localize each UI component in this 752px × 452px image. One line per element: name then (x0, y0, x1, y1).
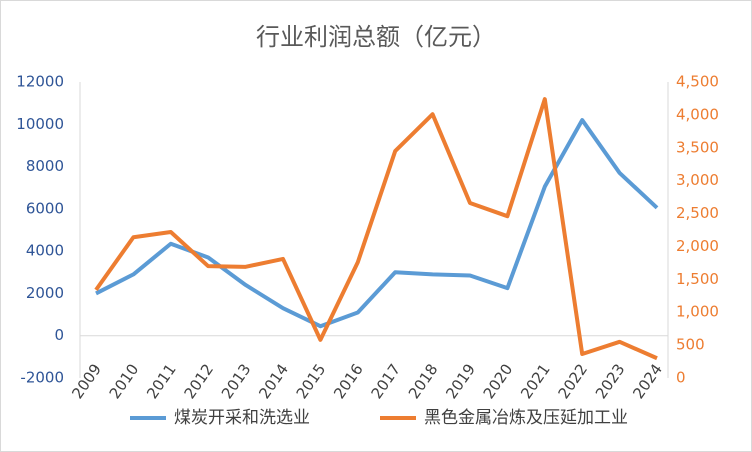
y2-tick-label: 2,500 (676, 204, 719, 222)
y-tick-label: 2000 (26, 284, 64, 302)
y2-tick-label: 3,000 (676, 171, 719, 189)
y2-tick-label: 1,500 (676, 270, 719, 288)
y-tick-label: 10000 (16, 115, 64, 133)
y2-tick-label: 4,500 (676, 73, 719, 91)
legend-label: 黑色金属冶炼及压延加工业 (424, 408, 628, 428)
y2-tick-label: 2,000 (676, 237, 719, 255)
y2-tick-label: 1,000 (676, 303, 719, 321)
y2-tick-label: 4,000 (676, 105, 719, 123)
y-tick-label: 12000 (16, 73, 64, 91)
y-tick-label: 6000 (26, 199, 64, 217)
legend-label: 煤炭开采和洗选业 (174, 408, 310, 428)
y-tick-label: 8000 (26, 157, 64, 175)
y-tick-label: 0 (54, 326, 64, 344)
y-tick-label: 4000 (26, 242, 64, 260)
y2-tick-label: 0 (676, 369, 686, 387)
series-line (94, 97, 658, 361)
y-tick-label: -2000 (20, 369, 64, 387)
chart-title: 行业利润总额（亿元） (256, 23, 496, 51)
y2-tick-label: 3,500 (676, 138, 719, 156)
y2-tick-label: 500 (676, 336, 705, 354)
